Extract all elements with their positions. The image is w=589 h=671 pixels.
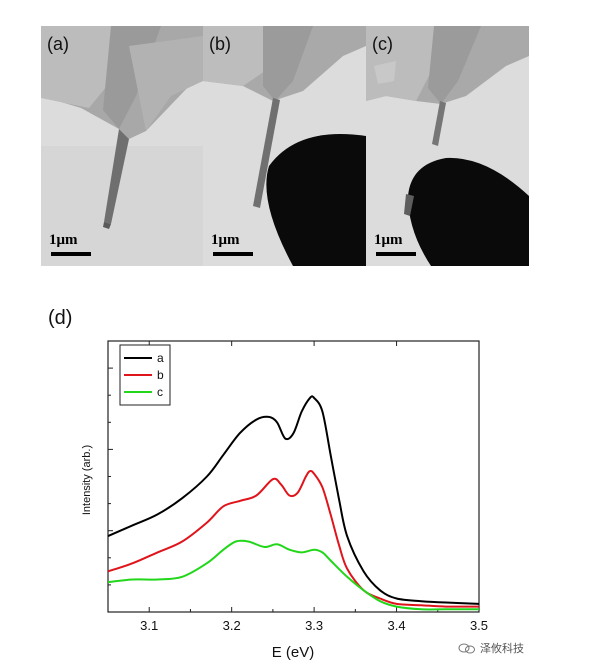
watermark: 泽攸科技 [458, 640, 524, 656]
scalebar-label-c: 1μm [374, 232, 403, 248]
panel-label-a: (a) [47, 34, 69, 54]
x-tick-label-3: 3.4 [388, 618, 406, 633]
tem-panel-b: (b) 1μm [203, 26, 366, 266]
scalebar-label-a: 1μm [49, 232, 78, 248]
series-line-c [107, 539, 479, 611]
chart-series [107, 395, 480, 611]
tem-image-a [41, 26, 203, 266]
tem-image-b [203, 26, 366, 266]
watermark-text: 泽攸科技 [480, 643, 524, 655]
chart-legend: abc [119, 344, 171, 406]
panel-label-d: (d) [48, 307, 73, 329]
scalebar-b [213, 252, 253, 256]
x-tick-label-0: 3.1 [140, 618, 158, 633]
x-axis-label: E (eV) [272, 644, 315, 661]
scalebar-label-b: 1μm [211, 232, 240, 248]
series-line-a [107, 395, 480, 605]
tem-panel-a: (a) 1μm [41, 26, 203, 266]
x-tick-label-2: 3.3 [305, 618, 323, 633]
tem-panel-c: (c) 1μm [366, 26, 529, 266]
tem-image-row: (a) 1μm (b) 1μm (c) 1μm [41, 26, 529, 266]
wechat-icon [458, 643, 475, 653]
tem-image-c [366, 26, 529, 266]
series-line-b [107, 469, 480, 608]
legend-label-c: c [157, 385, 163, 399]
scalebar-c [376, 252, 416, 256]
panel-label-b: (b) [209, 34, 231, 54]
panel-label-c: (c) [372, 34, 393, 54]
scalebar-a [51, 252, 91, 256]
y-axis-label: Intensity (arb.) [81, 445, 93, 515]
legend-label-b: b [157, 368, 164, 382]
x-tick-label-4: 3.5 [470, 618, 488, 633]
legend-label-a: a [157, 351, 164, 365]
x-tick-label-1: 3.2 [223, 618, 241, 633]
